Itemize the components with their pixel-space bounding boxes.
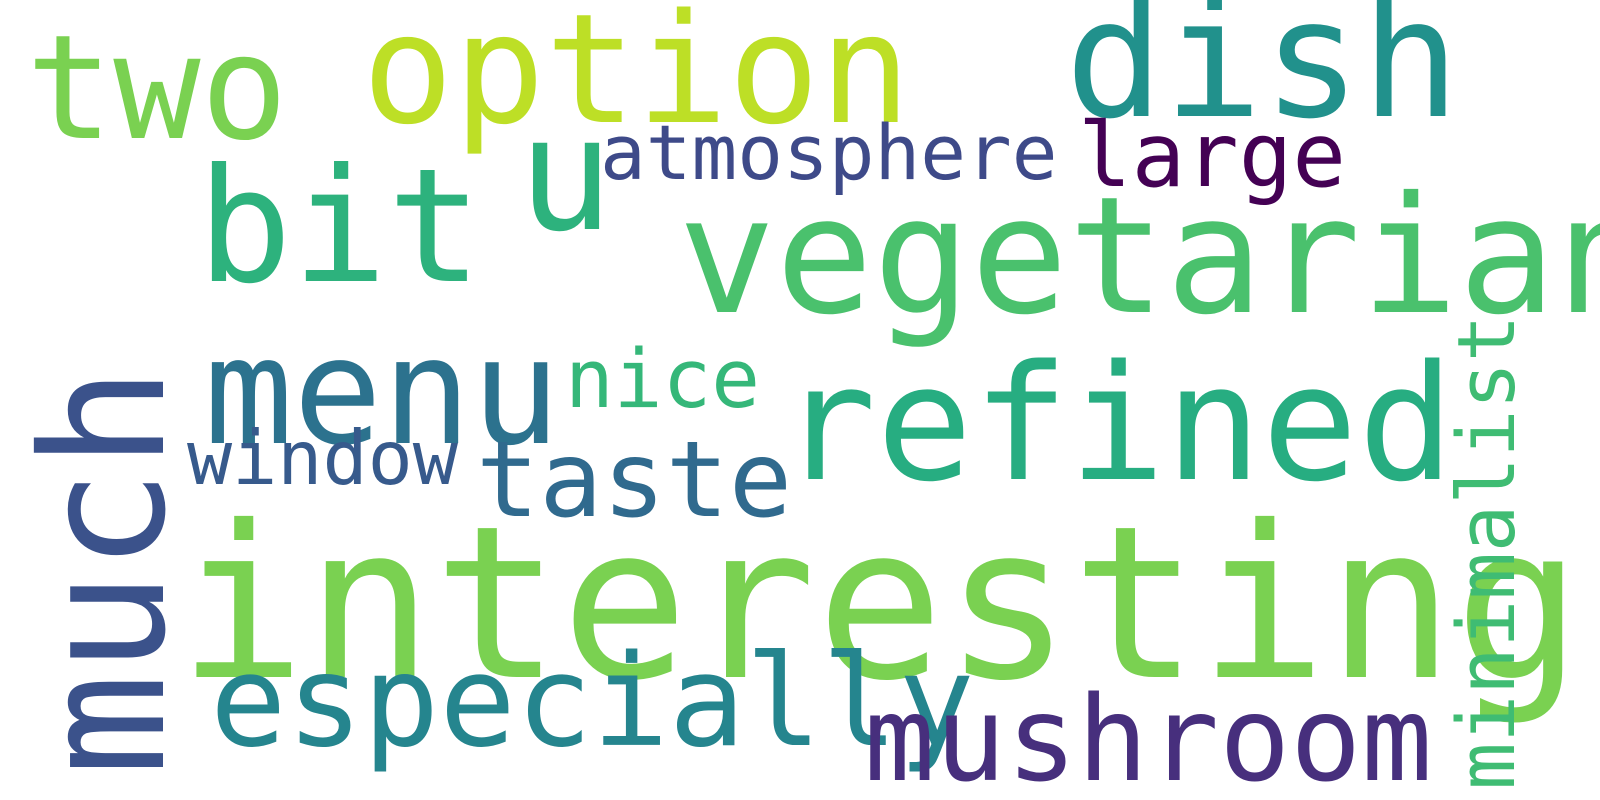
- word-refined: refined: [780, 330, 1455, 517]
- word-menu: menu: [204, 306, 561, 478]
- word-large: large: [1078, 103, 1346, 207]
- word-especially: especially: [210, 627, 975, 775]
- word-option: option: [362, 0, 912, 158]
- word-interesting: interesting: [178, 480, 1582, 727]
- word-atmosphere: atmosphere: [600, 108, 1058, 197]
- word-nice: nice: [565, 333, 761, 427]
- word-u: u: [518, 83, 614, 267]
- word-vegetarian: vegetarian: [678, 163, 1600, 351]
- word-bit: bit: [197, 135, 483, 319]
- word-dish: dish: [1065, 0, 1460, 155]
- word-much: much: [6, 366, 204, 776]
- word-mushroom: mushroom: [864, 670, 1433, 800]
- word-two: two: [26, 4, 288, 173]
- word-taste: taste: [476, 419, 793, 541]
- word-window: window: [187, 414, 458, 502]
- word-minimalist: minimalist: [1441, 314, 1533, 790]
